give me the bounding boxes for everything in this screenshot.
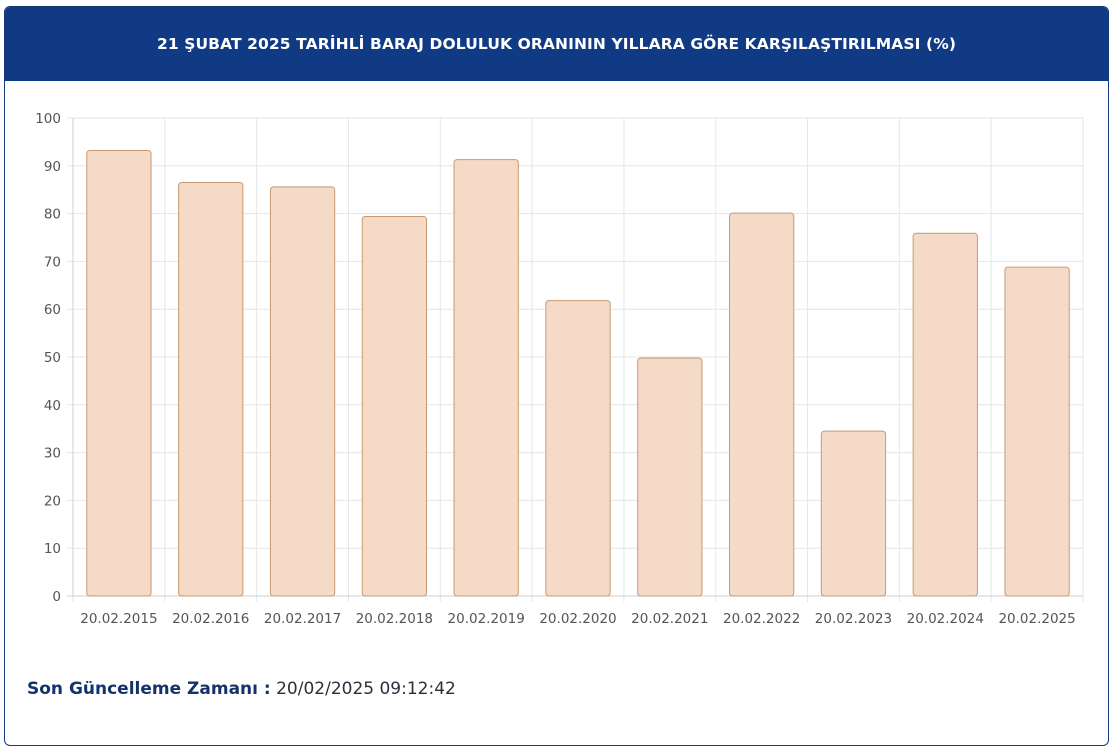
y-tick-label: 10 — [44, 541, 61, 557]
bar — [545, 300, 611, 597]
y-tick-label: 100 — [35, 111, 61, 127]
x-tick-label: 20.02.2019 — [448, 611, 525, 627]
bar — [912, 232, 978, 597]
last-update-value: 20/02/2025 09:12:42 — [276, 679, 456, 699]
x-tick-label: 20.02.2016 — [172, 611, 249, 627]
y-tick-label: 30 — [44, 446, 61, 462]
y-tick-label: 70 — [44, 254, 61, 270]
y-tick-label: 50 — [44, 350, 61, 366]
bar — [86, 150, 152, 597]
y-tick-label: 80 — [44, 207, 61, 223]
bar — [1004, 266, 1070, 597]
x-tick-label: 20.02.2015 — [80, 611, 157, 627]
bar — [178, 182, 244, 597]
bar — [361, 215, 427, 597]
y-tick-label: 40 — [44, 398, 61, 414]
x-tick-label: 20.02.2018 — [356, 611, 433, 627]
y-tick-label: 0 — [52, 589, 61, 605]
bar — [637, 357, 703, 597]
bar — [453, 159, 519, 597]
bar — [269, 186, 336, 597]
last-update: Son Güncelleme Zamanı : 20/02/2025 09:12… — [27, 679, 456, 699]
bar — [820, 430, 887, 597]
chart-title: 21 ŞUBAT 2025 TARİHLİ BARAJ DOLULUK ORAN… — [156, 35, 957, 53]
x-tick-label: 20.02.2022 — [723, 611, 800, 627]
bar-chart: 0 10 20 30 40 50 60 70 80 90 100 20.02.2015 20.02.20… — [35, 111, 1084, 627]
y-tick-label: 20 — [44, 493, 61, 509]
x-tick-label: 20.02.2017 — [264, 611, 341, 627]
x-tick-label: 20.02.2025 — [998, 611, 1075, 627]
chart-header: 21 ŞUBAT 2025 TARİHLİ BARAJ DOLULUK ORAN… — [5, 7, 1108, 81]
x-tick-label: 20.02.2023 — [815, 611, 892, 627]
x-tick-label: 20.02.2020 — [539, 611, 616, 627]
bar — [729, 212, 795, 597]
y-tick-label: 60 — [44, 302, 61, 318]
y-tick-label: 90 — [44, 159, 61, 175]
x-tick-label: 20.02.2021 — [631, 611, 708, 627]
last-update-label: Son Güncelleme Zamanı : — [27, 679, 271, 699]
x-tick-label: 20.02.2024 — [907, 611, 984, 627]
